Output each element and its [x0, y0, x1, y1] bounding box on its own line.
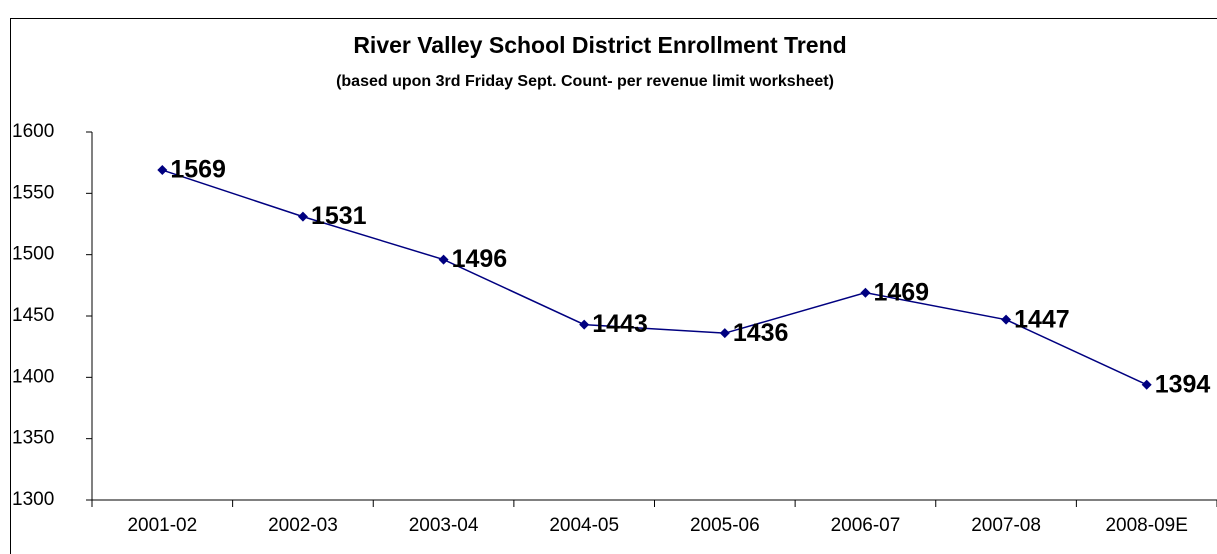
y-tick-label: 1600 — [12, 121, 54, 142]
marker — [297, 211, 308, 222]
y-tick-label: 1300 — [12, 489, 54, 510]
data-label: 1496 — [452, 245, 508, 273]
marker — [1001, 314, 1012, 325]
x-tick-label: 2002-03 — [268, 515, 338, 536]
x-tick-label: 2007-08 — [971, 515, 1041, 536]
y-tick-label: 1550 — [12, 182, 54, 203]
data-label: 1469 — [873, 278, 929, 306]
data-label: 1436 — [733, 319, 789, 347]
chart-subtitle: (based upon 3rd Friday Sept. Count- per … — [336, 73, 834, 90]
chart-title: River Valley School District Enrollment … — [353, 32, 846, 58]
data-label: 1569 — [170, 156, 226, 184]
x-tick-label: 2005-06 — [690, 515, 760, 536]
y-tick-label: 1500 — [12, 244, 54, 265]
data-label: 1394 — [1155, 370, 1211, 398]
data-label: 1531 — [311, 202, 367, 230]
x-tick-label: 2003-04 — [409, 515, 479, 536]
x-tick-label: 2006-07 — [831, 515, 901, 536]
marker — [579, 319, 590, 330]
y-tick-label: 1450 — [12, 305, 54, 326]
marker — [1141, 379, 1152, 390]
data-label: 1447 — [1014, 305, 1070, 333]
marker — [438, 254, 449, 265]
data-label: 1443 — [592, 310, 648, 338]
y-tick-label: 1350 — [12, 428, 54, 449]
line — [162, 169, 1148, 386]
x-tick-label: 2001-02 — [127, 515, 197, 536]
x-tick-label: 2004-05 — [549, 515, 619, 536]
y-tick-label: 1400 — [12, 366, 54, 387]
x-tick-label: 2008-09E — [1105, 515, 1187, 536]
marker — [719, 328, 730, 339]
chart-frame — [10, 18, 1217, 554]
marker — [860, 287, 871, 298]
marker — [157, 165, 168, 176]
